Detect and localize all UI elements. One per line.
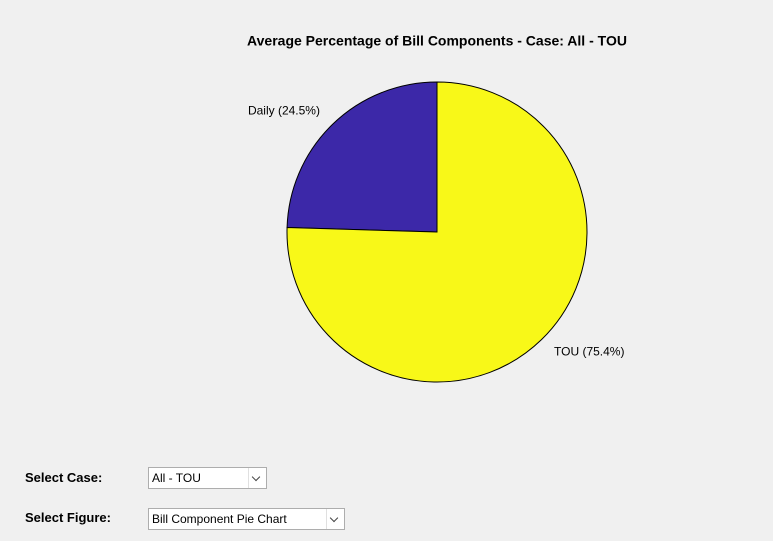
case-value: All - TOU: [152, 471, 201, 485]
dropdown-arrow: [326, 509, 344, 529]
slice-label: Daily (24.5%): [248, 104, 320, 118]
slice-label: TOU (75.4%): [554, 345, 624, 359]
figure-value: Bill Component Pie Chart: [152, 512, 287, 526]
pie-slice: [286, 81, 588, 383]
case-dropdown[interactable]: All - TOU: [148, 467, 267, 489]
pie-slice: [286, 81, 438, 233]
case-label: Select Case:: [25, 470, 103, 485]
figure-dropdown[interactable]: Bill Component Pie Chart: [148, 508, 345, 530]
dropdown-arrow: [248, 468, 266, 488]
chart: Average Percentage of Bill Components - …: [247, 33, 627, 383]
chart-title: Average Percentage of Bill Components - …: [247, 33, 627, 49]
figure-label: Select Figure:: [25, 510, 111, 525]
